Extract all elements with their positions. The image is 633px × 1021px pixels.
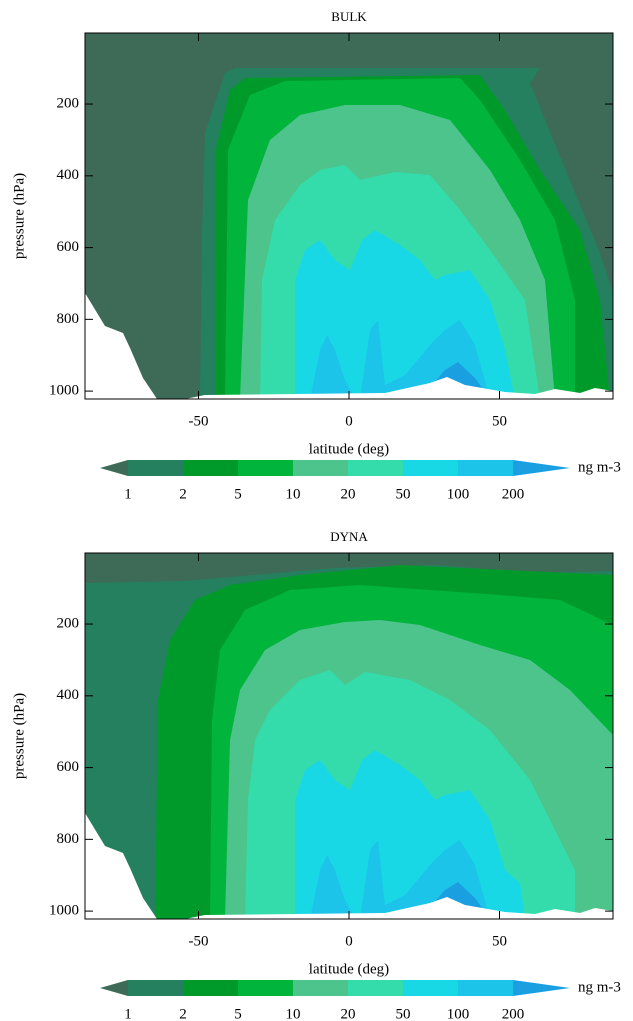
x-tick-label: -50: [188, 933, 208, 949]
colorbar-tick-label: 100: [447, 1006, 470, 1021]
x-tick-label: 50: [492, 413, 507, 429]
y-axis-label: pressure (hPa): [11, 173, 27, 259]
contour-plot: [85, 553, 613, 919]
y-tick-label: 1000: [49, 383, 79, 399]
colorbar-box: [458, 460, 513, 476]
x-tick-label: 50: [492, 933, 507, 949]
terrain: [85, 813, 613, 919]
colorbar-extension: [100, 460, 128, 476]
colorbar-tick-label: 1: [124, 1006, 132, 1021]
contour-plot: [85, 33, 613, 399]
colorbar-box: [183, 460, 238, 476]
x-tick-label: 0: [345, 413, 353, 429]
y-tick-label: 600: [57, 239, 80, 255]
y-tick-label: 400: [57, 687, 80, 703]
y-tick-label: 400: [57, 167, 80, 183]
colorbar-tick-label: 2: [179, 486, 187, 502]
colorbar-tick-label: 10: [286, 486, 301, 502]
colorbar-tick-label: 20: [341, 486, 356, 502]
y-tick-label: 600: [57, 759, 80, 775]
colorbar-box: [403, 460, 458, 476]
chart-title: BULK: [331, 9, 367, 24]
colorbar-tick-label: 50: [396, 486, 411, 502]
x-axis-label: latitude (deg): [309, 441, 389, 457]
y-tick-label: 200: [57, 615, 80, 631]
colorbar-tick-label: 200: [502, 1006, 525, 1021]
colorbar-box: [348, 460, 403, 476]
y-tick-label: 800: [57, 831, 80, 847]
y-tick-label: 200: [57, 95, 80, 111]
colorbar-tick-label: 200: [502, 486, 525, 502]
colorbar-tick-label: 2: [179, 1006, 187, 1021]
colorbar-box: [293, 460, 348, 476]
colorbar-tick-label: 10: [286, 1006, 301, 1021]
y-tick-label: 800: [57, 311, 80, 327]
colorbar-tick-label: 1: [124, 486, 132, 502]
colorbar-box: [128, 980, 183, 996]
colorbar-tick-label: 100: [447, 486, 470, 502]
colorbar-tick-label: 5: [234, 486, 242, 502]
colorbar-extension: [513, 460, 570, 476]
colorbar-box: [458, 980, 513, 996]
colorbar-extension: [513, 980, 570, 996]
colorbar-box: [293, 980, 348, 996]
colorbar-box: [348, 980, 403, 996]
colorbar-label: ng m-3: [578, 459, 621, 475]
y-tick-label: 1000: [49, 903, 79, 919]
colorbar-box: [238, 980, 293, 996]
y-axis-label: pressure (hPa): [11, 693, 27, 779]
x-tick-label: -50: [188, 413, 208, 429]
colorbar-tick-label: 50: [396, 1006, 411, 1021]
x-tick-label: 0: [345, 933, 353, 949]
x-axis-label: latitude (deg): [309, 961, 389, 977]
colorbar-box: [238, 460, 293, 476]
colorbar-extension: [100, 980, 128, 996]
colorbar-box: [183, 980, 238, 996]
colorbar-tick-label: 5: [234, 1006, 242, 1021]
colorbar-box: [128, 460, 183, 476]
colorbar-label: ng m-3: [578, 979, 621, 995]
terrain: [85, 293, 613, 399]
colorbar-tick-label: 20: [341, 1006, 356, 1021]
chart-title: DYNA: [330, 529, 368, 544]
colorbar-box: [403, 980, 458, 996]
